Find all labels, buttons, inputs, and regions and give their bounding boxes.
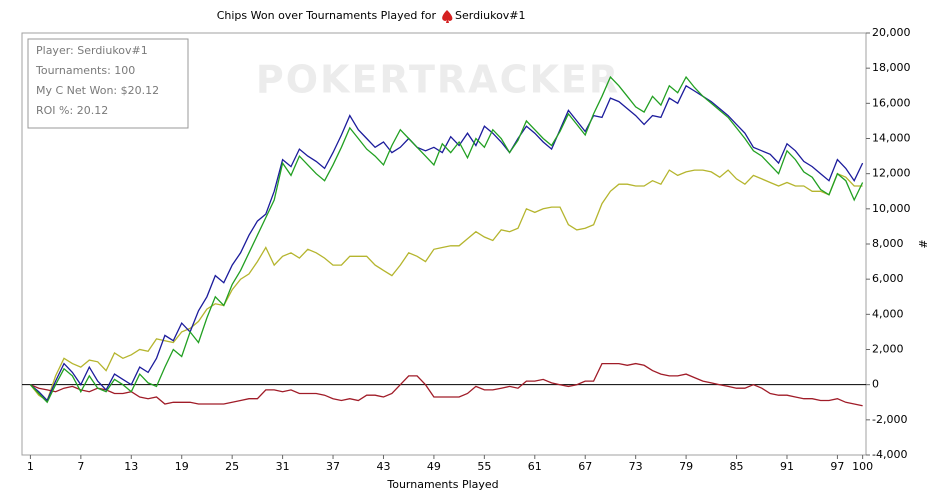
x-tick-label: 25	[225, 460, 239, 473]
y-tick-label: -2,000	[872, 413, 907, 426]
series-line	[29, 169, 863, 402]
x-tick-label: 61	[528, 460, 542, 473]
y-tick-label: 16,000	[872, 96, 911, 109]
x-tick-label: 91	[780, 460, 794, 473]
y-tick-label: 18,000	[872, 61, 911, 74]
x-tick-label: 1	[27, 460, 34, 473]
watermark: POKERTRACKER	[256, 58, 620, 102]
x-tick-label: 67	[578, 460, 592, 473]
y-tick-label: 20,000	[872, 26, 911, 39]
x-axis-label: Tournaments Played	[386, 478, 498, 491]
y-tick-label: -4,000	[872, 448, 907, 461]
x-tick-label: 19	[175, 460, 189, 473]
x-tick-label: 55	[477, 460, 491, 473]
info-box	[27, 38, 189, 129]
series-line	[29, 75, 864, 404]
chart-title-name: Serdiukov#1	[455, 9, 526, 22]
spade-icon	[442, 10, 453, 23]
info-line: My C Net Won: $20.12	[36, 84, 159, 97]
x-tick-label: 79	[679, 460, 693, 473]
y-tick-label: 2,000	[872, 343, 904, 356]
x-tick-label: 49	[427, 460, 441, 473]
x-tick-label: 97	[830, 460, 844, 473]
x-tick-label: 31	[276, 460, 290, 473]
y-tick-label: 12,000	[872, 167, 911, 180]
series-line	[29, 84, 864, 402]
y-tick-label: 0	[872, 378, 879, 391]
y-axis-label: #	[917, 239, 930, 248]
x-tick-label: 100	[852, 460, 873, 473]
series-line	[30, 362, 863, 407]
x-tick-label: 37	[326, 460, 340, 473]
x-tick-label: 43	[376, 460, 390, 473]
x-tick-label: 7	[77, 460, 84, 473]
x-tick-label: 13	[124, 460, 138, 473]
x-tick-label: 73	[629, 460, 643, 473]
y-tick-label: 6,000	[872, 272, 904, 285]
x-tick-label: 85	[730, 460, 744, 473]
y-tick-label: 4,000	[872, 307, 904, 320]
y-tick-label: 10,000	[872, 202, 911, 215]
info-line: ROI %: 20.12	[36, 104, 108, 117]
y-tick-label: 8,000	[872, 237, 904, 250]
y-tick-label: 14,000	[872, 132, 911, 145]
info-line: Player: Serdiukov#1	[36, 44, 148, 57]
chart-title: Chips Won over Tournaments Played for	[217, 9, 437, 22]
info-line: Tournaments: 100	[35, 64, 135, 77]
